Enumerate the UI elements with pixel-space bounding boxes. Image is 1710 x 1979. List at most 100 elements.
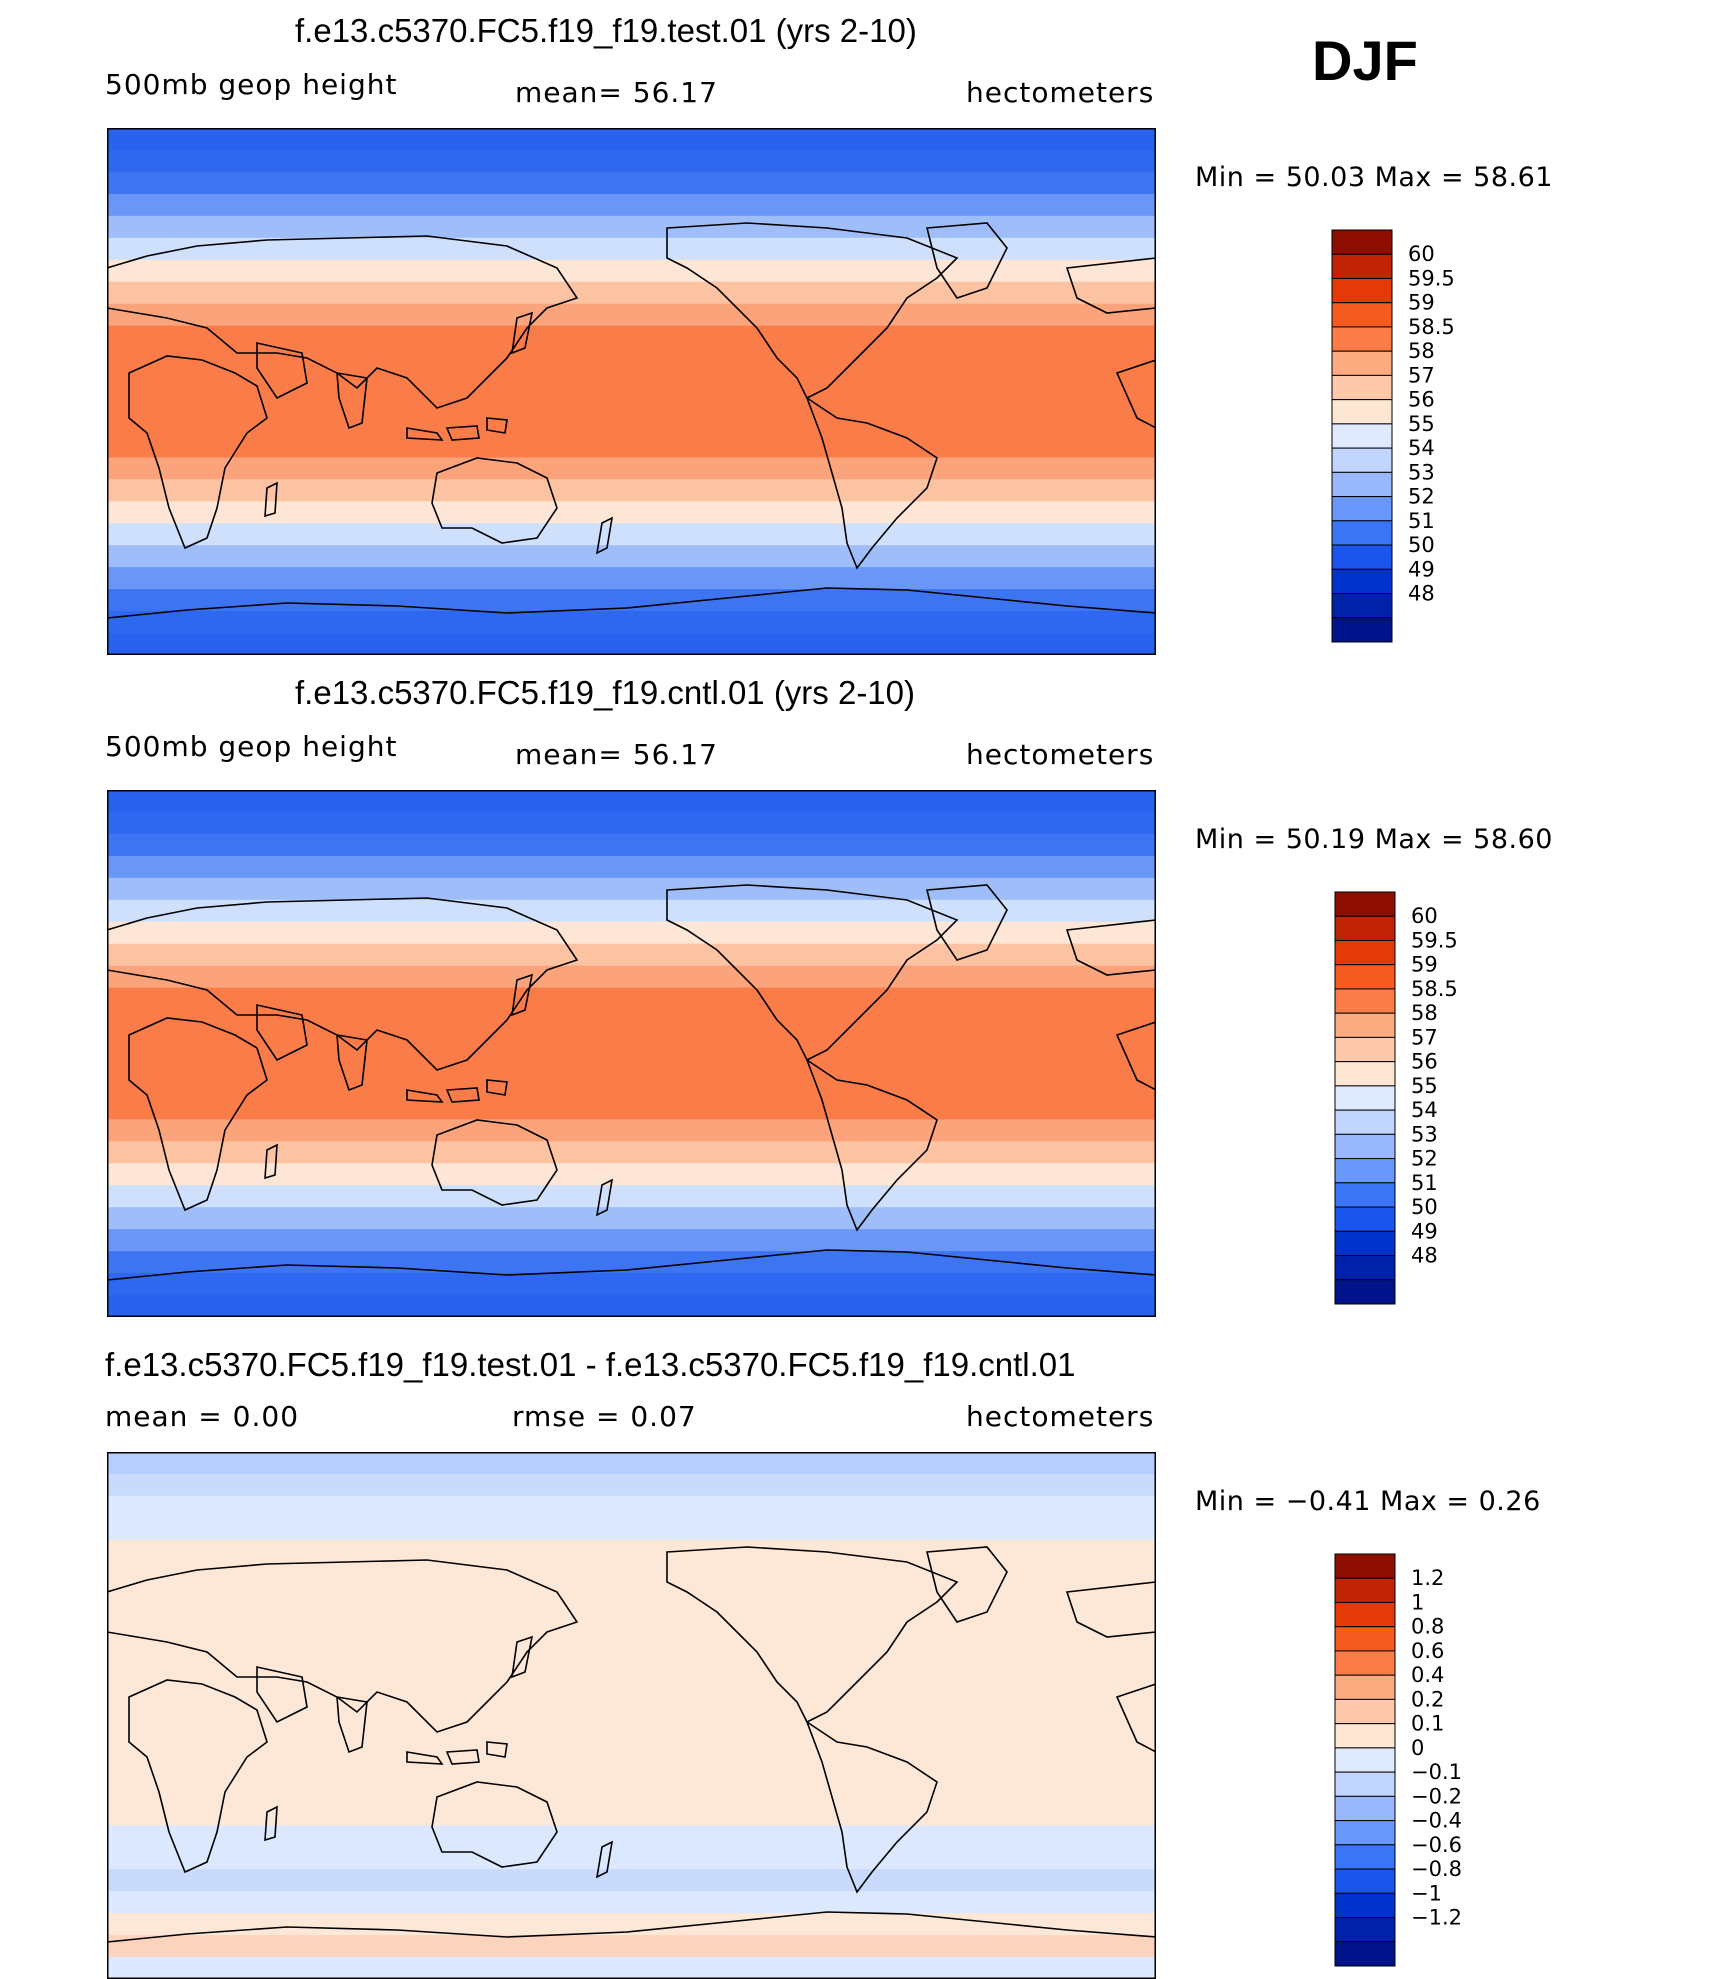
contour-band — [107, 1207, 1156, 1231]
contour-band — [107, 435, 1156, 459]
coastline — [264, 481, 278, 518]
contour-band — [107, 1737, 1156, 1761]
coastline — [107, 897, 579, 1071]
panel-1-mean-label: mean= 56.17 — [515, 76, 718, 109]
contour-band — [107, 1495, 1156, 1519]
colorbar-swatch — [1334, 1820, 1396, 1846]
coastline — [805, 395, 938, 570]
colorbar-tick-label: 0.1 — [1411, 1712, 1444, 1736]
colorbar-swatch — [1334, 1941, 1396, 1967]
contour-band — [107, 943, 1156, 967]
coastline — [1115, 359, 1156, 429]
colorbar-tick-label: −0.1 — [1411, 1760, 1462, 1784]
season-label: DJF — [1312, 29, 1418, 92]
colorbar-swatch — [1334, 1601, 1396, 1628]
coastline — [805, 1719, 938, 1894]
coastline — [511, 311, 534, 355]
contour-band — [107, 1803, 1156, 1827]
contour-band — [107, 1452, 1156, 1475]
panel-3-minmax-label: Min = −0.41 Max = 0.26 — [1195, 1486, 1541, 1517]
contour-band — [107, 899, 1156, 923]
contour-band — [107, 1825, 1156, 1849]
colorbar-swatch — [1334, 1230, 1396, 1257]
map-field — [107, 790, 1156, 1317]
colorbar-tick-label: −0.2 — [1411, 1784, 1462, 1808]
colorbar-tick-label: 53 — [1408, 460, 1435, 484]
coastline — [1065, 919, 1156, 976]
colorbar-tick-label: 59.5 — [1408, 266, 1455, 290]
colorbar-swatch — [1334, 1085, 1396, 1111]
contour-band — [107, 1891, 1156, 1915]
coastline — [264, 1805, 278, 1842]
contour-band — [107, 877, 1156, 901]
contour-band — [107, 987, 1156, 1011]
panel-2-units-label: hectometers — [966, 738, 1155, 771]
coastline — [595, 1178, 614, 1217]
colorbar-tick-label: 60 — [1411, 904, 1438, 928]
panel-2-title: f.e13.c5370.FC5.f19_f19.cntl.01 (yrs 2-1… — [295, 674, 916, 711]
colorbar-tick-label: 0.2 — [1411, 1687, 1444, 1711]
coastline — [431, 457, 558, 544]
contour-band — [107, 811, 1156, 835]
contour-band — [107, 1009, 1156, 1033]
colorbar-swatch — [1334, 1133, 1396, 1160]
coastline — [805, 1057, 938, 1232]
contour-band — [107, 369, 1156, 393]
coastline — [107, 235, 579, 409]
contour-band — [107, 545, 1156, 569]
colorbar-swatch — [1334, 1206, 1396, 1232]
contour-band — [107, 1031, 1156, 1055]
contour-band — [107, 921, 1156, 945]
colorbar-tick-label: 56 — [1411, 1050, 1438, 1074]
panel-3-map — [107, 1452, 1156, 1979]
contour-band — [107, 193, 1156, 217]
contour-band — [107, 1759, 1156, 1783]
colorbar-swatch — [1331, 399, 1393, 425]
panel-3-title: f.e13.c5370.FC5.f19_f19.test.01 - f.e13.… — [105, 1346, 1076, 1383]
coastline — [406, 1741, 508, 1765]
colorbar-swatch — [1334, 1061, 1396, 1087]
contour-band — [107, 1935, 1156, 1959]
panel-2-minmax-label: Min = 50.19 Max = 58.60 — [1195, 824, 1553, 855]
colorbar-swatch — [1334, 1868, 1396, 1894]
colorbar-swatch — [1334, 1723, 1396, 1749]
contour-band — [107, 325, 1156, 349]
colorbar-swatch — [1334, 1036, 1396, 1063]
contour-band — [107, 965, 1156, 989]
colorbar-tick-label: 0.6 — [1411, 1639, 1444, 1663]
coastline — [107, 1559, 579, 1733]
contour-band — [107, 303, 1156, 327]
coastline — [107, 1249, 1156, 1317]
contour-band — [107, 1583, 1156, 1607]
colorbar-swatch — [1331, 253, 1393, 279]
map-frame — [107, 790, 1156, 1317]
coastline — [666, 222, 959, 400]
colorbar-swatch — [1331, 593, 1393, 619]
coastlines — [107, 884, 1156, 1317]
colorbar-swatch — [1331, 568, 1393, 595]
colorbar-tick-label: 51 — [1408, 509, 1435, 533]
colorbar-tick-label: −1 — [1411, 1881, 1442, 1905]
contour-band — [107, 128, 1156, 151]
coastline — [925, 1546, 1008, 1623]
colorbar-swatch — [1334, 1674, 1396, 1700]
coastline — [336, 1696, 368, 1754]
contour-band — [107, 833, 1156, 857]
panel-3-colorbar: 1.210.80.60.40.20.10−0.1−0.2−0.4−0.6−0.8… — [1334, 1553, 1462, 1967]
colorbar-swatch — [1334, 1012, 1396, 1038]
coastline — [128, 1679, 268, 1874]
coastline — [256, 342, 308, 400]
contour-band — [107, 1693, 1156, 1717]
contour-band — [107, 237, 1156, 261]
coastline — [595, 1840, 614, 1879]
colorbar-swatch — [1334, 891, 1396, 917]
contour-band — [107, 259, 1156, 283]
colorbar-tick-label: 58.5 — [1411, 977, 1458, 1001]
coastline — [925, 884, 1008, 961]
contour-band — [107, 171, 1156, 195]
contour-band — [107, 501, 1156, 525]
colorbar-swatch — [1334, 915, 1396, 941]
panel-2-mean-label: mean= 56.17 — [515, 738, 718, 771]
contour-band — [107, 1251, 1156, 1275]
coastline — [511, 973, 534, 1017]
